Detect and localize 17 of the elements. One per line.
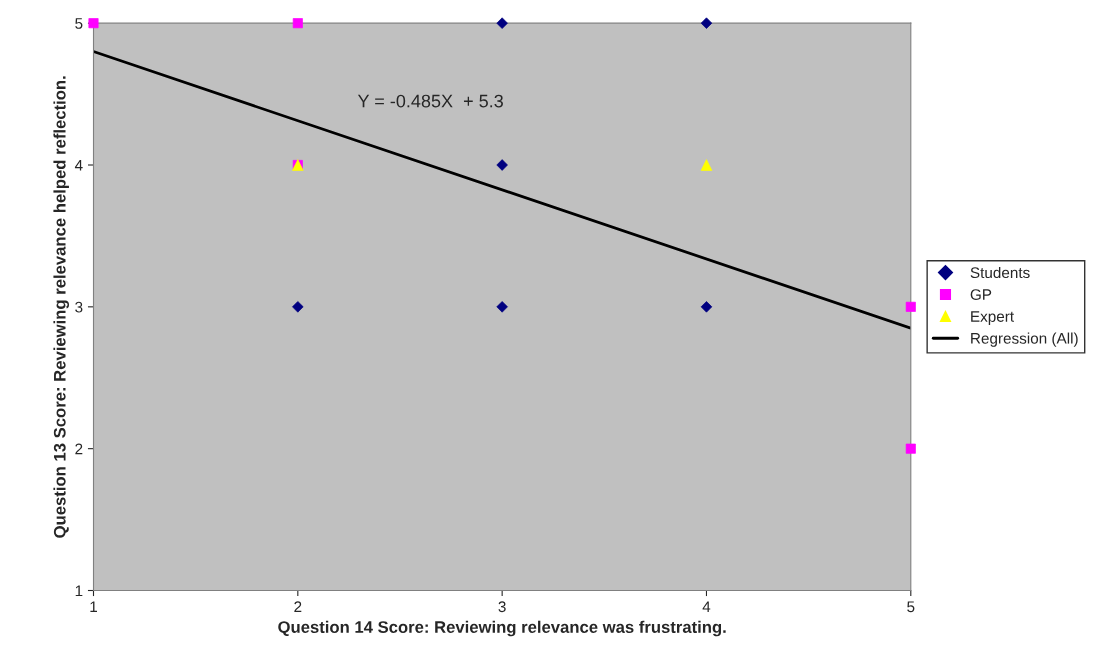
legend-label: Regression (All) <box>971 332 1078 347</box>
legend-label: Students <box>970 266 1030 279</box>
x-tick-label: 4 <box>702 601 711 612</box>
legend-label: GP <box>970 289 992 300</box>
annotation: Y = -0.485X + 5.3 <box>357 94 503 108</box>
legend-label: Expert <box>971 311 1014 325</box>
y-tick-label: 3 <box>75 301 83 313</box>
y-tick-label: 1 <box>75 585 83 597</box>
y-axis-title: Question 13 Score: Reviewing relevance helped reflection. <box>53 76 70 538</box>
x-axis-title: Question 14 Score: Reviewing relevance was frustrating. <box>278 620 726 637</box>
x-tick-label: 5 <box>907 601 915 613</box>
x-tick-label: 2 <box>294 601 302 612</box>
x-tick-label: 1 <box>90 601 97 612</box>
y-tick-label: 2 <box>75 443 83 455</box>
y-tick-label: 4 <box>74 160 83 171</box>
y-tick-label: 5 <box>75 18 83 29</box>
x-tick-label: 3 <box>498 601 506 613</box>
